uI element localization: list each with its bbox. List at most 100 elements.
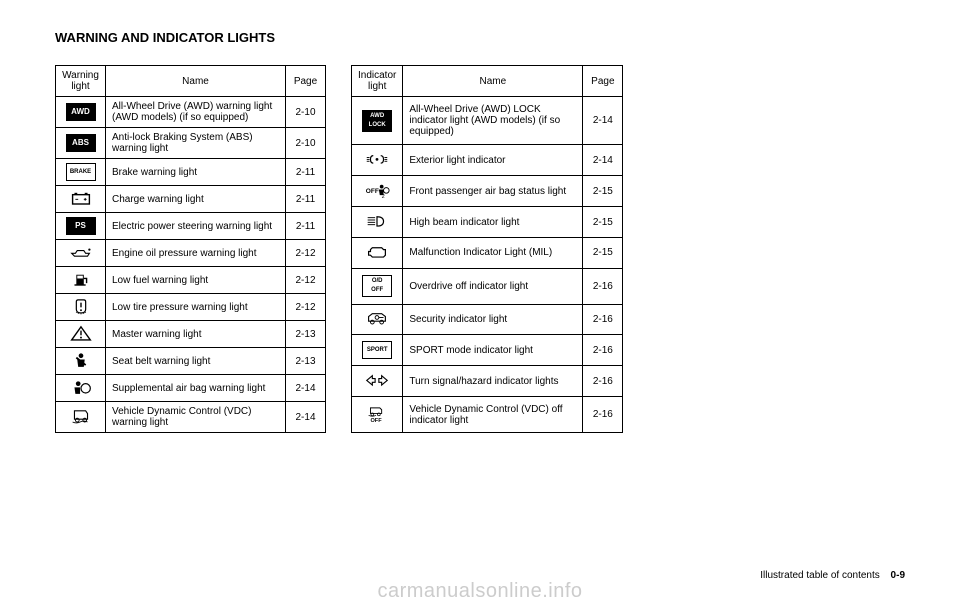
page-cell: 2-15 xyxy=(583,238,623,269)
table-row: O/DOFF Overdrive off indicator light 2-1… xyxy=(352,268,623,304)
page-cell: 2-11 xyxy=(286,159,326,186)
table-row: Turn signal/hazard indicator lights 2-16 xyxy=(352,366,623,397)
page-cell: 2-15 xyxy=(583,176,623,207)
name-cell: Security indicator light xyxy=(403,304,583,335)
name-cell: Master warning light xyxy=(106,321,286,348)
airbag-icon xyxy=(67,379,95,397)
table-row: High beam indicator light 2-15 xyxy=(352,207,623,238)
vdc-icon xyxy=(67,408,95,426)
table-header-row: Warning light Name Page xyxy=(56,66,326,97)
icon-cell: OFF2 xyxy=(352,176,403,207)
table-row: BRAKE Brake warning light 2-11 xyxy=(56,159,326,186)
icon-cell xyxy=(56,348,106,375)
o/d-off-icon: O/DOFF xyxy=(362,275,392,297)
name-cell: Front passenger air bag status light xyxy=(403,176,583,207)
icon-cell: BRAKE xyxy=(56,159,106,186)
svg-text:OFF: OFF xyxy=(366,188,379,195)
page-cell: 2-14 xyxy=(583,97,623,145)
table-row: Engine oil pressure warning light 2-12 xyxy=(56,240,326,267)
icon-cell: ABS xyxy=(56,128,106,159)
table-row: Exterior light indicator 2-14 xyxy=(352,145,623,176)
name-cell: Supplemental air bag warning light xyxy=(106,375,286,402)
name-cell: Malfunction Indicator Light (MIL) xyxy=(403,238,583,269)
icon-cell: PS xyxy=(56,213,106,240)
header-name: Name xyxy=(403,66,583,97)
page-cell: 2-13 xyxy=(286,348,326,375)
warning-lights-table: Warning light Name Page AWD All-Wheel Dr… xyxy=(55,65,326,433)
table-row: ABS Anti-lock Braking System (ABS) warni… xyxy=(56,128,326,159)
name-cell: Vehicle Dynamic Control (VDC) off indica… xyxy=(403,397,583,433)
header-page: Page xyxy=(583,66,623,97)
name-cell: Seat belt warning light xyxy=(106,348,286,375)
table-row: Malfunction Indicator Light (MIL) 2-15 xyxy=(352,238,623,269)
battery-icon xyxy=(67,190,95,208)
icon-cell xyxy=(352,207,403,238)
svg-text:OFF: OFF xyxy=(371,418,383,423)
page-cell: 2-16 xyxy=(583,366,623,397)
name-cell: All-Wheel Drive (AWD) warning light (AWD… xyxy=(106,97,286,128)
oil-icon xyxy=(67,244,95,262)
icon-cell xyxy=(56,294,106,321)
page-footer: Illustrated table of contents 0-9 xyxy=(760,570,905,581)
indicator-lights-table: Indicator light Name Page AWDLOCK All-Wh… xyxy=(351,65,623,433)
icon-cell xyxy=(56,375,106,402)
page-cell: 2-11 xyxy=(286,213,326,240)
icon-cell xyxy=(352,145,403,176)
page-cell: 2-12 xyxy=(286,240,326,267)
name-cell: Charge warning light xyxy=(106,186,286,213)
table-row: Security indicator light 2-16 xyxy=(352,304,623,335)
security-icon xyxy=(363,310,391,328)
page-cell: 2-16 xyxy=(583,335,623,366)
brake-icon: BRAKE xyxy=(66,163,96,181)
passenger-icon: OFF2 xyxy=(363,182,391,200)
ps-icon: PS xyxy=(66,217,96,235)
abs-icon: ABS xyxy=(66,134,96,152)
vdcoff-icon: OFF xyxy=(363,406,391,424)
watermark: carmanualsonline.info xyxy=(377,580,582,603)
icon-cell: O/DOFF xyxy=(352,268,403,304)
table-row: Supplemental air bag warning light 2-14 xyxy=(56,375,326,402)
name-cell: Overdrive off indicator light xyxy=(403,268,583,304)
name-cell: Electric power steering warning light xyxy=(106,213,286,240)
icon-cell xyxy=(56,186,106,213)
icon-cell: AWDLOCK xyxy=(352,97,403,145)
awd-lock-icon: AWDLOCK xyxy=(362,110,392,132)
tire-icon xyxy=(67,298,95,316)
icon-cell: AWD xyxy=(56,97,106,128)
page-cell: 2-16 xyxy=(583,304,623,335)
engine-icon xyxy=(363,244,391,262)
name-cell: Low tire pressure warning light xyxy=(106,294,286,321)
icon-cell: OFF xyxy=(352,397,403,433)
page-cell: 2-10 xyxy=(286,97,326,128)
page-cell: 2-11 xyxy=(286,186,326,213)
table-row: Master warning light 2-13 xyxy=(56,321,326,348)
turnsignal-icon xyxy=(363,372,391,390)
svg-text:2: 2 xyxy=(382,194,385,199)
footer-page-number: 0-9 xyxy=(891,570,905,581)
page-cell: 2-14 xyxy=(583,145,623,176)
page-cell: 2-16 xyxy=(583,268,623,304)
lights-icon xyxy=(363,151,391,169)
header-name: Name xyxy=(106,66,286,97)
page-cell: 2-16 xyxy=(583,397,623,433)
name-cell: Brake warning light xyxy=(106,159,286,186)
name-cell: High beam indicator light xyxy=(403,207,583,238)
icon-cell xyxy=(352,238,403,269)
table-header-row: Indicator light Name Page xyxy=(352,66,623,97)
highbeam-icon xyxy=(363,213,391,231)
header-icon: Indicator light xyxy=(352,66,403,97)
tables-container: Warning light Name Page AWD All-Wheel Dr… xyxy=(55,65,905,433)
page-cell: 2-10 xyxy=(286,128,326,159)
page-cell: 2-12 xyxy=(286,267,326,294)
name-cell: Engine oil pressure warning light xyxy=(106,240,286,267)
table-row: Low tire pressure warning light 2-12 xyxy=(56,294,326,321)
page-cell: 2-14 xyxy=(286,375,326,402)
page-cell: 2-12 xyxy=(286,294,326,321)
table-row: Seat belt warning light 2-13 xyxy=(56,348,326,375)
header-icon: Warning light xyxy=(56,66,106,97)
triangle-icon xyxy=(67,325,95,343)
icon-cell xyxy=(56,402,106,433)
name-cell: Low fuel warning light xyxy=(106,267,286,294)
page-cell: 2-13 xyxy=(286,321,326,348)
table-row: Charge warning light 2-11 xyxy=(56,186,326,213)
